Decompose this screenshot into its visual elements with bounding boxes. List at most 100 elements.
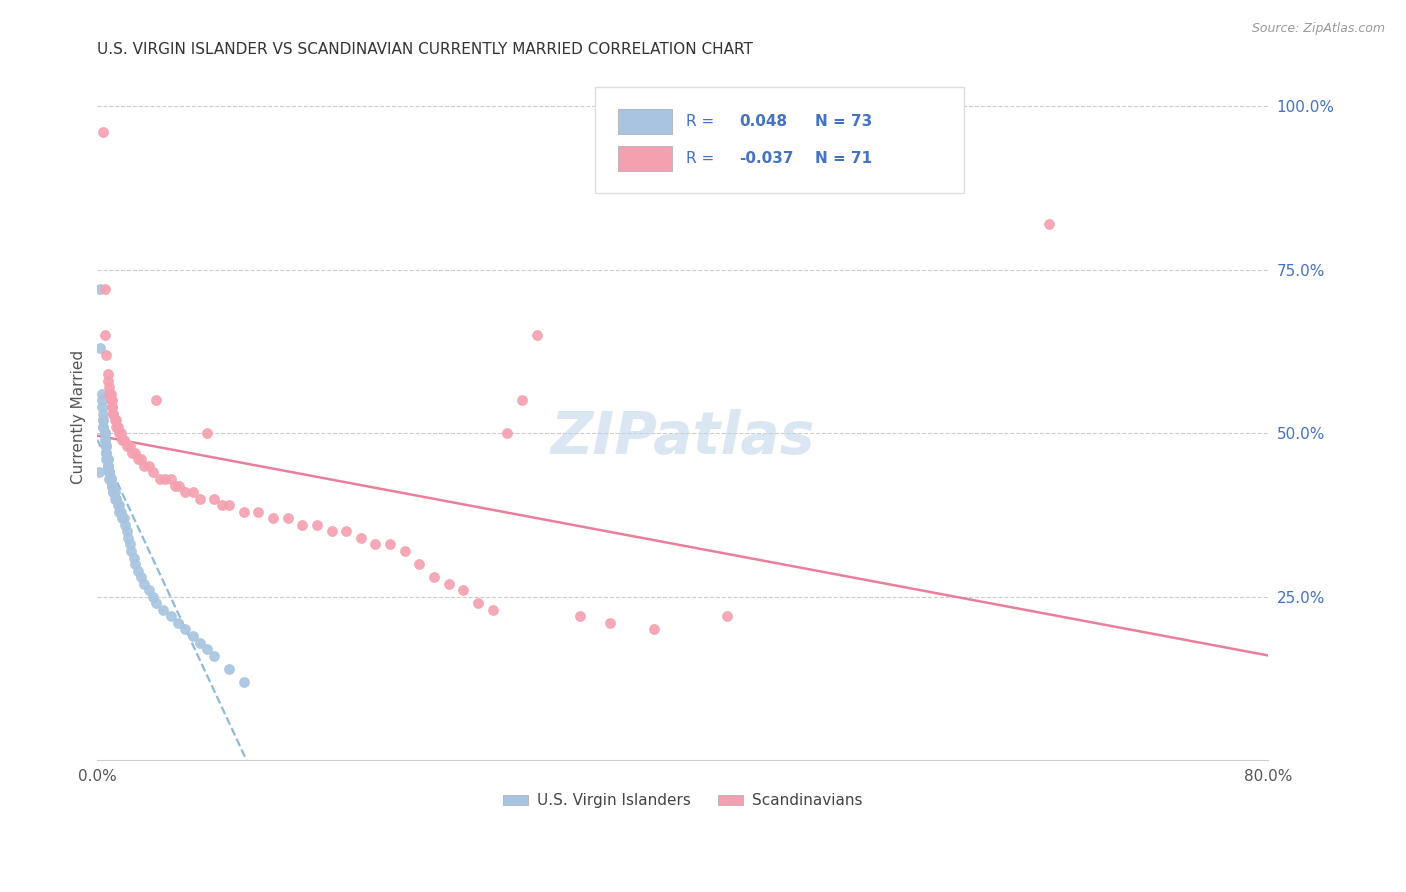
Point [94,439,117,453]
Point [98,380,121,394]
Point [232,505,254,519]
Point [188,491,211,506]
Point [134,576,156,591]
Point [91,413,114,427]
Point [453,583,475,598]
Point [122,550,145,565]
Point [181,485,204,500]
Point [110,426,132,441]
Point [93,282,115,296]
Point [437,576,460,591]
Point [103,485,125,500]
Point [121,446,143,460]
Point [112,433,135,447]
Point [108,505,131,519]
Point [204,491,226,506]
Point [350,531,373,545]
Point [127,452,149,467]
Point [90,387,112,401]
Point [100,387,122,401]
Point [100,472,122,486]
Point [262,511,284,525]
Point [145,393,167,408]
Point [103,407,125,421]
Point [94,439,117,453]
Point [149,472,172,486]
Point [526,328,548,343]
Point [118,537,141,551]
Point [204,648,226,663]
Point [93,433,115,447]
Point [124,557,146,571]
Point [101,400,124,414]
Point [174,485,197,500]
Point [138,583,160,598]
Point [124,446,146,460]
Point [94,439,117,453]
Point [101,478,124,492]
Point [103,407,125,421]
Point [94,446,117,460]
Point [247,505,270,519]
Point [93,426,115,441]
Text: ZIPatlas: ZIPatlas [551,409,815,466]
Point [496,426,519,441]
Point [91,419,114,434]
Point [94,446,117,460]
Point [181,629,204,643]
Point [218,498,240,512]
Point [195,642,218,657]
Point [129,452,152,467]
Point [378,537,401,551]
Point [91,125,114,139]
Point [142,590,165,604]
Point [97,458,120,473]
Text: N = 71: N = 71 [815,151,872,166]
Point [120,544,142,558]
Legend: U.S. Virgin Islanders, Scandinavians: U.S. Virgin Islanders, Scandinavians [498,788,869,814]
Point [115,524,138,539]
Point [94,348,117,362]
Point [103,485,125,500]
Point [94,452,117,467]
Point [1038,217,1060,231]
Point [107,419,129,434]
Point [97,368,120,382]
Text: -0.037: -0.037 [740,151,793,166]
Point [423,570,446,584]
Point [134,458,156,473]
Point [100,393,122,408]
Point [97,452,120,467]
Point [89,282,111,296]
Point [159,609,181,624]
Point [110,505,132,519]
Point [101,478,124,492]
Point [98,387,121,401]
Point [115,439,138,453]
Point [188,635,211,649]
Point [112,511,135,525]
Point [108,498,131,512]
Point [111,511,134,525]
Point [163,478,186,492]
Text: 0.048: 0.048 [740,114,787,128]
Point [93,426,115,441]
Point [335,524,357,539]
Point [211,498,233,512]
Point [93,426,115,441]
FancyBboxPatch shape [595,87,965,194]
Point [90,393,112,408]
Point [291,517,314,532]
Point [100,472,122,486]
Text: N = 73: N = 73 [815,114,873,128]
Text: R =: R = [686,151,720,166]
Point [101,400,124,414]
Point [100,472,122,486]
Point [97,452,120,467]
Point [89,341,111,355]
Point [169,478,191,492]
Point [98,472,121,486]
Point [195,426,218,441]
Point [105,491,128,506]
Point [510,393,533,408]
